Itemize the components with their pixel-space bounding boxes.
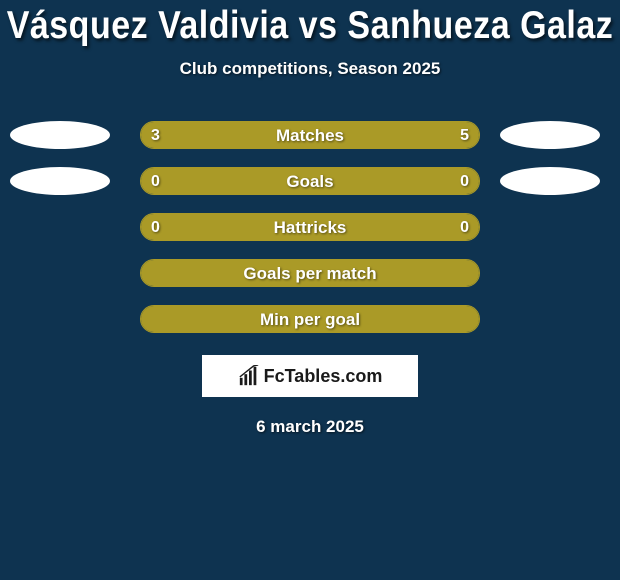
stat-label: Matches: [141, 122, 479, 149]
stat-value-right: 0: [460, 214, 469, 241]
stat-label: Hattricks: [141, 214, 479, 241]
stat-bar: Goals per match: [140, 259, 480, 287]
stat-row: Goals0 0: [0, 167, 620, 195]
player-avatar-right: [500, 121, 600, 149]
player-avatar-left: [10, 167, 110, 195]
stat-label: Goals: [141, 168, 479, 195]
date-text: 6 march 2025: [0, 417, 620, 437]
player-avatar-right: [500, 167, 600, 195]
page-subtitle: Club competitions, Season 2025: [0, 59, 620, 79]
stat-row: Hattricks0 0: [0, 213, 620, 241]
stat-bar: Min per goal: [140, 305, 480, 333]
stat-bar: Matches3 5: [140, 121, 480, 149]
fctables-logo: FcTables.com: [202, 355, 418, 397]
stat-bar: Goals0 0: [140, 167, 480, 195]
stat-value-left: 0: [151, 168, 160, 195]
player-avatar-left: [10, 121, 110, 149]
stat-bar: Hattricks0 0: [140, 213, 480, 241]
stat-row: Matches3 5: [0, 121, 620, 149]
stat-value-left: 0: [151, 214, 160, 241]
stat-label: Goals per match: [141, 260, 479, 287]
stat-value-left: 3: [151, 122, 160, 149]
stat-row: Goals per match: [0, 259, 620, 287]
stat-row: Min per goal: [0, 305, 620, 333]
stat-value-right: 5: [460, 122, 469, 149]
stat-value-right: 0: [460, 168, 469, 195]
page-title: Vásquez Valdivia vs Sanhueza Galaz: [0, 0, 620, 48]
bar-chart-icon: [238, 365, 260, 387]
stat-label: Min per goal: [141, 306, 479, 333]
logo-text: FcTables.com: [264, 366, 383, 387]
stats-rows: Matches35Goals00Hattricks00Goals per mat…: [0, 121, 620, 333]
